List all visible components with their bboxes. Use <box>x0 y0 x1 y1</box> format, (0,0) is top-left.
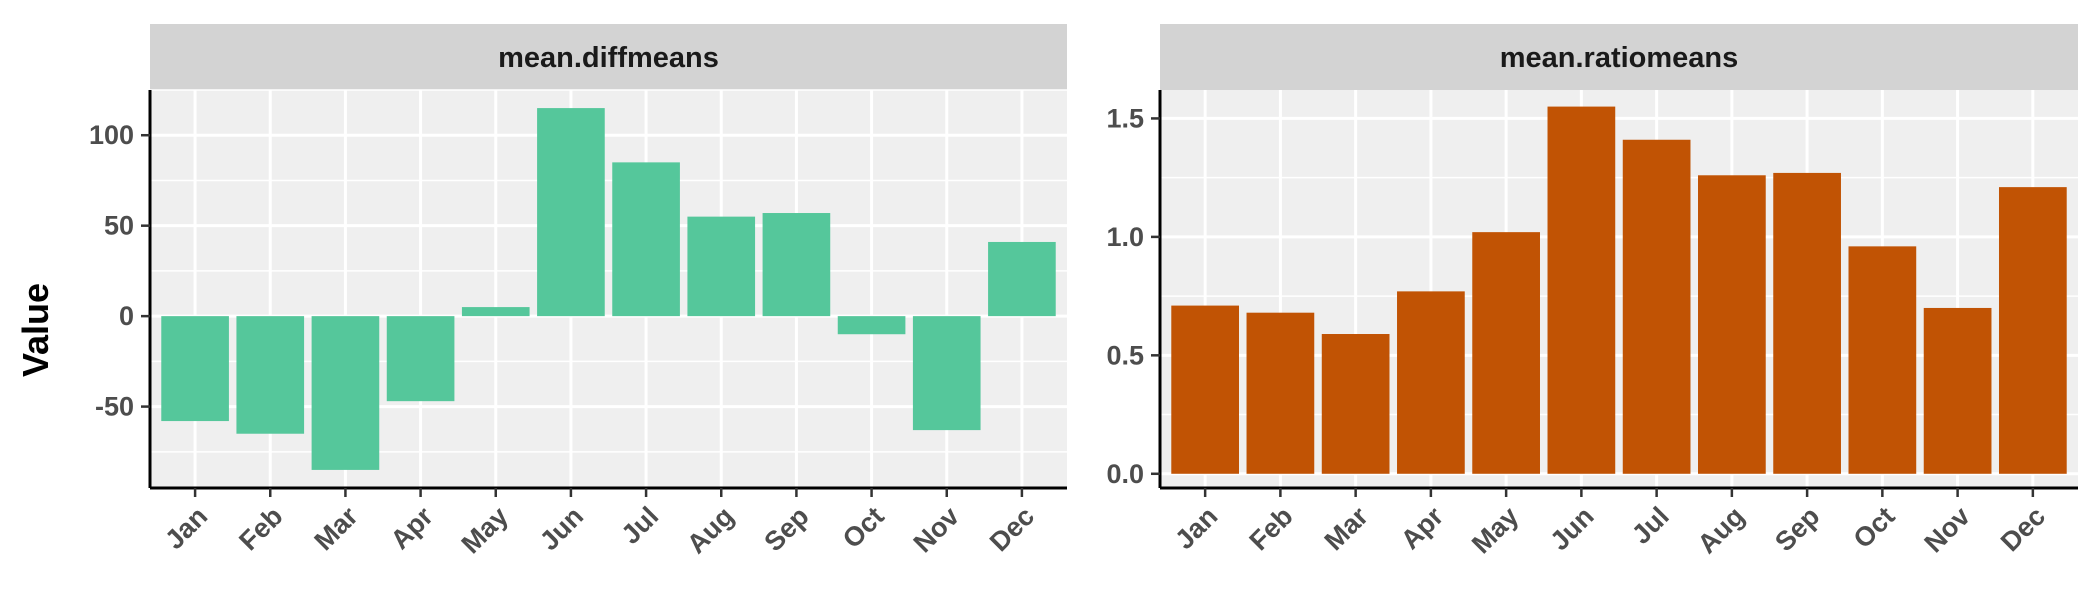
x-tick-label: Mar <box>1319 501 1375 557</box>
bar-sep <box>1773 172 1841 474</box>
bar-may <box>1472 232 1540 474</box>
facet-strip-label: mean.ratiomeans <box>1500 42 1739 74</box>
x-tick-label: Jan <box>159 501 213 555</box>
bar-nov <box>912 316 981 431</box>
x-tick-label: Jun <box>534 501 589 556</box>
bar-mar <box>1321 334 1390 474</box>
y-tick-label: 1.5 <box>1106 103 1144 133</box>
x-tick-label: Apr <box>385 501 439 555</box>
x-tick-label: May <box>456 501 514 559</box>
x-tick-label: Feb <box>1243 501 1298 556</box>
bar-dec <box>1998 187 2067 474</box>
bar-jun <box>1547 106 1616 474</box>
x-tick-label: Jan <box>1169 501 1223 555</box>
facet-strip-label: mean.diffmeans <box>498 42 719 74</box>
bar-feb <box>1246 312 1315 474</box>
x-tick-label: Feb <box>233 501 288 556</box>
x-tick-label: Sep <box>758 501 814 557</box>
x-tick-label: Dec <box>984 501 1040 557</box>
x-tick-label: Jul <box>616 501 665 550</box>
bar-may <box>461 307 530 317</box>
bar-mar <box>311 316 380 470</box>
y-tick-label: 0.0 <box>1106 459 1144 489</box>
x-tick-label: Aug <box>1692 501 1750 559</box>
x-tick-label: Nov <box>908 501 965 558</box>
panels: mean.diffmeans -50 0 50 100 Jan Feb Mar Apr May Ju… <box>89 24 2078 559</box>
y-tick-label: 1.0 <box>1106 222 1144 252</box>
y-tick-label: -50 <box>95 392 134 422</box>
bar-nov <box>1923 307 1992 474</box>
x-tick-label: Apr <box>1395 501 1449 555</box>
x-tick-label: Jul <box>1626 501 1675 550</box>
bar-sep <box>762 213 831 317</box>
bar-jan <box>161 316 229 422</box>
x-tick-label: Jun <box>1544 501 1599 556</box>
bar-dec <box>988 241 1056 317</box>
x-tick-label: Aug <box>681 501 739 559</box>
x-tick-label: Sep <box>1769 501 1825 557</box>
x-tick-label: Oct <box>837 501 890 554</box>
bar-aug <box>687 216 756 317</box>
y-axis-label: Value <box>15 283 56 377</box>
bar-apr <box>1397 291 1465 474</box>
x-tick-label: Nov <box>1919 501 1976 558</box>
y-tick-label: 100 <box>89 120 134 150</box>
panel-mean-diffmeans: mean.diffmeans -50 0 50 100 Jan Feb Mar Apr May Ju… <box>89 24 1067 559</box>
bar-oct <box>837 316 906 335</box>
bar-jul <box>612 162 680 317</box>
bar-jul <box>1622 139 1691 474</box>
facet-strip <box>1160 24 2078 90</box>
x-tick-label: Dec <box>1995 501 2051 557</box>
panel-mean-ratiomeans: mean.ratiomeans 0.0 0.5 1.0 1.5 Jan Feb Mar Apr M… <box>1106 24 2078 559</box>
bar-jan <box>1171 305 1240 474</box>
x-tick-label: Mar <box>309 501 365 557</box>
y-tick-label: 0.5 <box>1106 340 1144 370</box>
bar-apr <box>386 316 455 402</box>
y-tick-label: 50 <box>104 211 134 241</box>
bar-jun <box>537 108 605 317</box>
y-tick-label: 0 <box>119 301 134 331</box>
bar-oct <box>1848 246 1917 474</box>
x-tick-label: May <box>1466 501 1524 559</box>
facet-strip <box>150 24 1067 90</box>
bar-aug <box>1698 175 1766 474</box>
bar-feb <box>236 316 305 434</box>
x-tick-label: Oct <box>1848 501 1901 554</box>
